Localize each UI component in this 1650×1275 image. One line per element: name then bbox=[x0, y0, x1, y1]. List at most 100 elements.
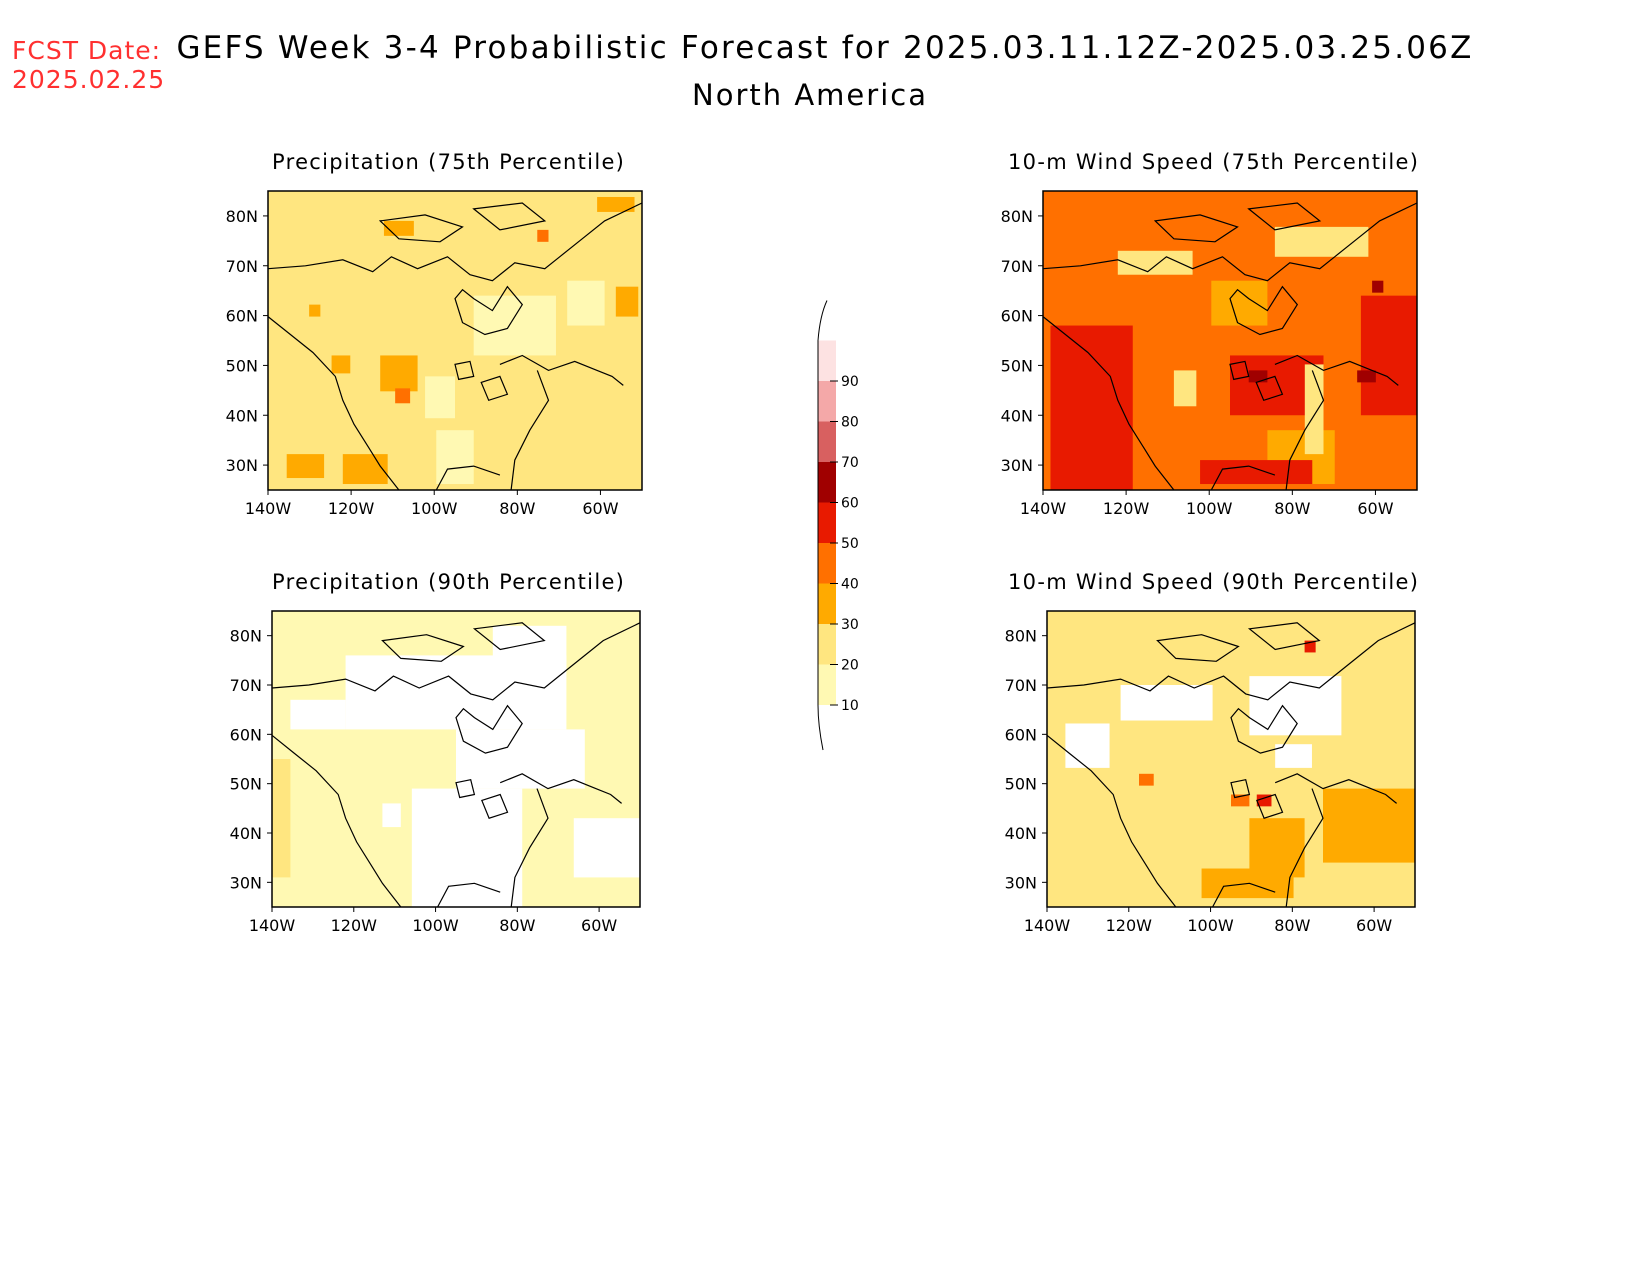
shading-patch bbox=[425, 376, 455, 419]
coastline bbox=[499, 354, 624, 386]
shading-patch bbox=[380, 355, 418, 392]
coastline bbox=[1046, 622, 1416, 701]
lat-tick-label: 60N bbox=[230, 725, 262, 744]
shading-patch bbox=[309, 304, 321, 317]
panel-title-wind75: 10-m Wind Speed (75th Percentile) bbox=[1008, 150, 1420, 174]
colorbar-swatch bbox=[818, 664, 836, 705]
shading-patch bbox=[1120, 685, 1213, 721]
shading-patch bbox=[382, 803, 401, 828]
shading-patch bbox=[290, 699, 346, 730]
shading-patch bbox=[1231, 794, 1250, 807]
colorbar-swatch bbox=[818, 543, 836, 584]
coastline bbox=[454, 360, 475, 381]
lat-tick-label: 60N bbox=[226, 307, 258, 326]
coastline bbox=[1274, 354, 1399, 386]
shading-patch bbox=[473, 295, 556, 356]
lat-tick-label: 30N bbox=[1001, 456, 1033, 475]
lon-tick-label: 140W bbox=[1020, 499, 1067, 518]
panel-title-precip75: Precipitation (75th Percentile) bbox=[272, 150, 626, 174]
shading-patch bbox=[492, 625, 567, 671]
map-panel-precip75: 80N 70N 60N 50N 40N 30N 140W 120W 100W 80W 60W bbox=[226, 190, 643, 518]
coastline bbox=[1156, 634, 1240, 662]
region-title: North America bbox=[692, 78, 928, 112]
panel-title-precip90: Precipitation (90th Percentile) bbox=[272, 570, 626, 594]
colorbar-swatch bbox=[818, 624, 836, 665]
coastline bbox=[381, 634, 465, 662]
map-panel-precip90: 80N 70N 60N 50N 40N 30N 140W 120W 100W 80W 60W bbox=[230, 610, 641, 935]
lon-tick-label: 80W bbox=[1274, 916, 1310, 935]
forecast-date-value: 2025.02.25 bbox=[12, 65, 166, 94]
lon-tick-label: 80W bbox=[499, 499, 535, 518]
coastline bbox=[271, 734, 402, 908]
lat-tick-label: 50N bbox=[226, 356, 258, 375]
map-panel-wind90: 80N 70N 60N 50N 40N 30N 140W 120W 100W 80W 60W bbox=[1005, 610, 1416, 935]
coastline bbox=[472, 622, 546, 651]
shading-patch bbox=[456, 729, 585, 789]
coastline bbox=[472, 202, 547, 231]
lat-tick-label: 30N bbox=[230, 873, 262, 892]
lat-tick-label: 40N bbox=[226, 406, 258, 425]
lon-tick-label: 60W bbox=[1356, 916, 1392, 935]
shading-patch bbox=[1173, 370, 1197, 407]
lon-tick-label: 60W bbox=[582, 499, 618, 518]
coastline bbox=[1255, 375, 1284, 402]
coastline bbox=[1230, 778, 1251, 799]
lon-tick-label: 120W bbox=[331, 916, 378, 935]
lon-tick-label: 100W bbox=[1186, 499, 1233, 518]
lat-tick-label: 70N bbox=[226, 257, 258, 276]
colorbar-label: 20 bbox=[841, 658, 859, 674]
map-frame bbox=[267, 190, 643, 491]
lat-tick-label: 40N bbox=[1005, 824, 1037, 843]
forecast-date-caption: FCST Date: bbox=[12, 36, 162, 65]
coastline bbox=[1210, 465, 1276, 491]
lat-tick-label: 50N bbox=[1001, 356, 1033, 375]
shading-patch bbox=[537, 229, 549, 242]
lon-tick-label: 120W bbox=[1103, 499, 1150, 518]
coastline bbox=[455, 704, 523, 754]
coastline bbox=[1247, 622, 1321, 651]
lat-tick-label: 80N bbox=[230, 627, 262, 646]
shading-patch bbox=[1248, 370, 1268, 383]
panel-title-wind90: 10-m Wind Speed (90th Percentile) bbox=[1008, 570, 1420, 594]
lat-tick-label: 50N bbox=[230, 775, 262, 794]
coastline bbox=[1046, 734, 1177, 908]
lon-tick-label: 80W bbox=[1274, 499, 1310, 518]
shading-patch bbox=[1139, 773, 1154, 786]
lon-tick-label: 140W bbox=[245, 499, 292, 518]
shading-patch bbox=[1275, 744, 1312, 768]
lon-tick-label: 80W bbox=[499, 916, 535, 935]
coastline bbox=[1229, 360, 1250, 381]
coastline bbox=[1042, 202, 1418, 282]
coastline bbox=[480, 375, 509, 402]
coastline bbox=[455, 778, 476, 799]
coastline bbox=[480, 793, 509, 819]
shading-patch bbox=[1256, 794, 1272, 807]
map-frame bbox=[1042, 190, 1418, 491]
shading-patch bbox=[1200, 460, 1313, 485]
colorbar: 10 20 30 40 50 60 70 80 90 bbox=[817, 300, 859, 751]
shading-patch bbox=[342, 454, 388, 485]
colorbar-tail bbox=[817, 704, 824, 751]
coastline bbox=[1229, 285, 1299, 336]
lon-tick-label: 60W bbox=[1357, 499, 1393, 518]
lat-tick-label: 60N bbox=[1001, 307, 1033, 326]
shading-patch bbox=[331, 355, 351, 374]
colorbar-label: 30 bbox=[841, 617, 859, 633]
lon-tick-label: 140W bbox=[249, 916, 296, 935]
lat-tick-label: 30N bbox=[226, 456, 258, 475]
coastline bbox=[1212, 882, 1276, 908]
coastline bbox=[1255, 793, 1284, 819]
lat-tick-label: 80N bbox=[1005, 627, 1037, 646]
shading-patch bbox=[1117, 250, 1193, 275]
map-frame bbox=[271, 610, 641, 908]
shading-patch bbox=[272, 759, 291, 878]
lat-tick-label: 60N bbox=[1005, 725, 1037, 744]
colorbar-label: 50 bbox=[841, 536, 859, 552]
lat-tick-label: 70N bbox=[1001, 257, 1033, 276]
shading-patch bbox=[615, 286, 639, 317]
shading-patch bbox=[597, 196, 635, 212]
colorbar-swatch bbox=[818, 462, 836, 503]
shading-patch bbox=[1211, 280, 1268, 326]
lat-tick-label: 70N bbox=[230, 676, 262, 695]
